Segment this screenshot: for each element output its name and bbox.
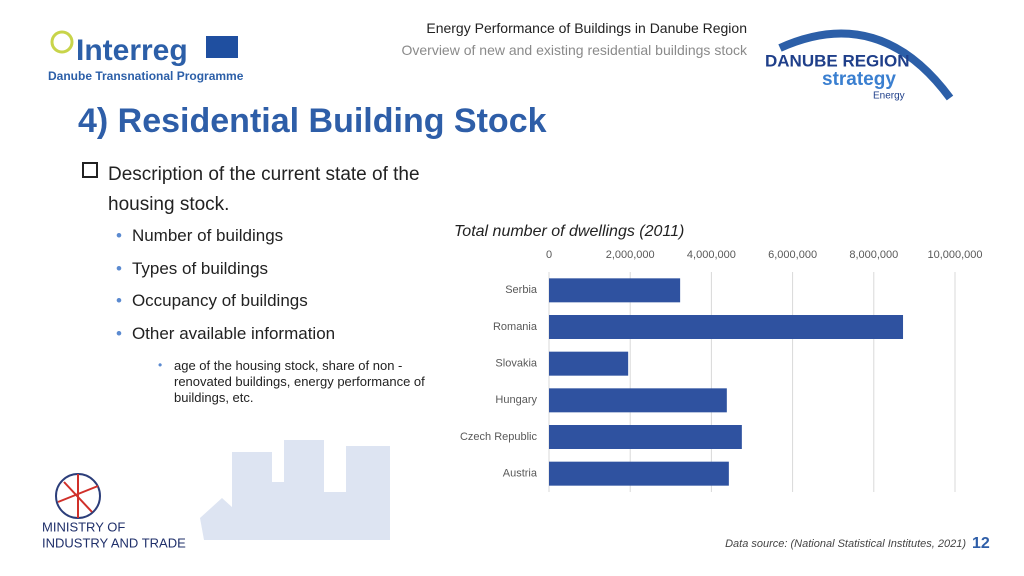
bullet-dot: • <box>116 226 122 245</box>
bullet-text: Types of buildings <box>131 258 269 278</box>
x-tick-label: 2,000,000 <box>606 249 655 261</box>
danube-logo: DANUBE REGION strategy Energy <box>765 29 954 102</box>
logo-shape <box>50 30 74 54</box>
y-tick-label: Czech Republic <box>460 431 538 443</box>
ministry-text: MINISTRY OF <box>42 519 125 534</box>
energy-text: Energy <box>873 91 905 102</box>
x-tick-label: 8,000,000 <box>849 249 898 261</box>
y-tick-label: Serbia <box>505 284 538 296</box>
bullet-item: • Types of buildings <box>116 259 335 292</box>
slide-title: 4) Residential Building Stock <box>78 102 547 140</box>
bullet-dot: • <box>116 258 122 278</box>
logo-shape <box>57 474 99 518</box>
y-tick-label: Hungary <box>495 394 537 406</box>
illustration <box>200 440 390 540</box>
bar <box>549 351 629 376</box>
y-tick-label: Austria <box>503 468 538 480</box>
bullet-item: • Occupancy of buildings <box>116 291 335 324</box>
header-line1: Energy Performance of Buildings in Danub… <box>426 20 747 36</box>
bar <box>549 315 904 339</box>
bar <box>549 278 681 303</box>
checkbox-bullet <box>82 162 98 178</box>
bullet-dot: • <box>116 323 122 343</box>
main-bullet: Description of the current state of the … <box>108 164 420 215</box>
eu-flag <box>206 36 238 58</box>
x-tick-label: 10,000,000 <box>927 249 982 261</box>
bar <box>549 425 742 449</box>
ministry-text: INDUSTRY AND TRADE <box>42 535 186 550</box>
chart-title: Total number of dwellings (2011) <box>454 223 684 240</box>
logo-arc <box>778 29 954 101</box>
x-tick-label: 6,000,000 <box>768 249 817 261</box>
bullet-text: Other available information <box>131 323 336 343</box>
programme-text: Danube Transnational Programme <box>48 69 244 83</box>
buildings-illustration <box>200 440 390 540</box>
bullet-list: • Number of buildings • Types of buildings •… <box>116 226 335 356</box>
ministry-logo: MINISTRY OF INDUSTRY AND TRADE <box>42 473 186 550</box>
x-tick-label: 4,000,000 <box>687 249 736 261</box>
x-tick-label: 0 <box>546 249 552 261</box>
bullet-text: Occupancy of buildings <box>131 291 308 310</box>
y-tick-label: Slovakia <box>495 358 537 370</box>
data-source: Data source: (National Statistical Insti… <box>725 538 966 550</box>
bullet-item: • Number of buildings <box>116 226 335 259</box>
bar <box>549 388 727 413</box>
header-line2: Overview of new and existing residential… <box>401 42 747 58</box>
danube-text: DANUBE REGION <box>765 51 910 70</box>
bullet-item: • Other available information <box>116 324 335 357</box>
interreg-text: Interreg <box>76 34 188 67</box>
bullet-dot: • <box>116 291 122 310</box>
bar <box>549 461 729 486</box>
sub-bullet: age of the housing stock, share of non -… <box>174 358 425 405</box>
y-tick-label: Romania <box>493 321 538 333</box>
bullet-text: Number of buildings <box>131 226 284 245</box>
chart: Total number of dwellings (2011) 0 2,000,… <box>454 223 983 492</box>
strategy-text: strategy <box>822 69 896 90</box>
interreg-logo: Interreg Danube Transnational Programme <box>48 30 244 83</box>
page-number: 12 <box>972 535 990 552</box>
sub-bullet-dot: • <box>158 358 163 372</box>
